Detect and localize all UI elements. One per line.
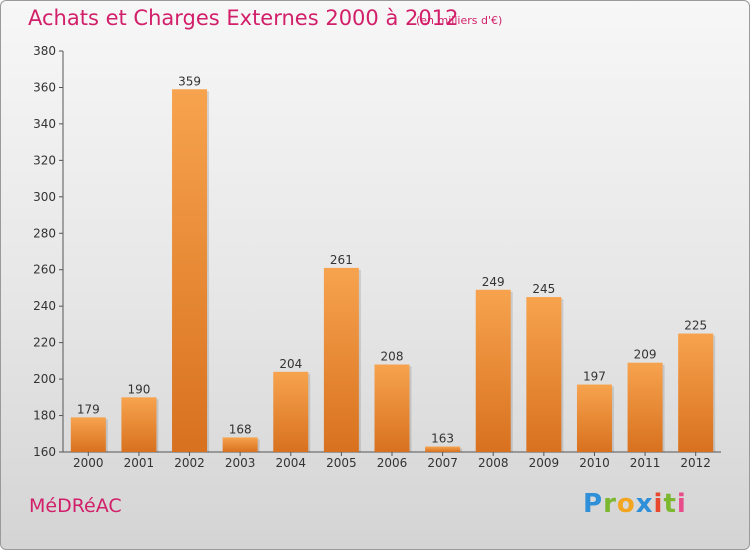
y-tick-label: 160 <box>33 445 56 459</box>
x-tick-label: 2002 <box>174 456 205 470</box>
bar-value-label: 204 <box>279 357 302 371</box>
bar-value-label: 179 <box>77 402 100 416</box>
bar <box>576 384 612 452</box>
y-tick-label: 320 <box>33 153 56 167</box>
y-tick-label: 280 <box>33 226 56 240</box>
bar <box>323 267 359 452</box>
x-tick-label: 2003 <box>225 456 256 470</box>
bar <box>273 371 309 452</box>
y-tick-label: 220 <box>33 336 56 350</box>
bar-value-label: 225 <box>684 319 707 333</box>
proxiti-logo[interactable]: Proxiti <box>583 489 687 519</box>
x-tick-label: 2010 <box>579 456 610 470</box>
bar <box>678 333 714 452</box>
y-tick-label: 260 <box>33 263 56 277</box>
x-tick-label: 2009 <box>529 456 560 470</box>
bar-value-label: 163 <box>431 432 454 446</box>
chart-title: Achats et Charges Externes 2000 à 2012 <box>28 6 459 30</box>
bar-value-label: 197 <box>583 370 606 384</box>
chart-subtitle: (en milliers d'€) <box>416 14 503 27</box>
x-tick-label: 2000 <box>73 456 104 470</box>
bar <box>121 397 157 452</box>
x-tick-label: 2005 <box>326 456 357 470</box>
logo-letter: o <box>616 489 636 519</box>
logo-letter: i <box>653 489 664 519</box>
logo-letter: i <box>676 489 687 519</box>
y-tick-label: 340 <box>33 117 56 131</box>
bar-value-label: 249 <box>482 275 505 289</box>
x-tick-label: 2004 <box>275 456 306 470</box>
y-tick-label: 240 <box>33 299 56 313</box>
x-tick-label: 2012 <box>680 456 711 470</box>
bar-value-label: 245 <box>532 282 555 296</box>
bar <box>526 297 562 452</box>
y-tick-label: 200 <box>33 372 56 386</box>
y-tick-label: 360 <box>33 80 56 94</box>
bars: 179 190 359 168 204 261 208 163 249 245 197 209 225 <box>70 74 716 452</box>
y-tick-label: 300 <box>33 190 56 204</box>
x-tick-label: 2011 <box>630 456 661 470</box>
logo-letter: r <box>603 489 617 519</box>
y-tick-label: 380 <box>33 44 56 58</box>
bar-value-label: 190 <box>127 382 150 396</box>
bar <box>425 446 461 452</box>
x-tick-label: 2006 <box>377 456 408 470</box>
x-tick-label: 2001 <box>124 456 155 470</box>
bar <box>374 364 410 452</box>
x-tick-label: 2008 <box>478 456 509 470</box>
bar <box>627 362 663 452</box>
bar <box>475 289 511 452</box>
logo-letter: t <box>663 489 677 519</box>
bar-value-label: 208 <box>381 350 404 364</box>
x-tick-label: 2007 <box>427 456 458 470</box>
logo-letter: P <box>583 489 604 519</box>
bar <box>222 437 258 452</box>
bar-value-label: 168 <box>229 422 252 436</box>
bar <box>172 89 208 452</box>
bar-value-label: 261 <box>330 253 353 267</box>
y-tick-label: 180 <box>33 409 56 423</box>
bar-value-label: 209 <box>634 348 657 362</box>
commune-name: MéDRéAC <box>29 495 122 517</box>
bar-value-label: 359 <box>178 74 201 88</box>
axes: 160 180 200 220 240 260 280 300 320 340 360 380 2000… <box>33 44 721 470</box>
logo-letter: x <box>635 489 654 519</box>
bar <box>70 417 106 452</box>
